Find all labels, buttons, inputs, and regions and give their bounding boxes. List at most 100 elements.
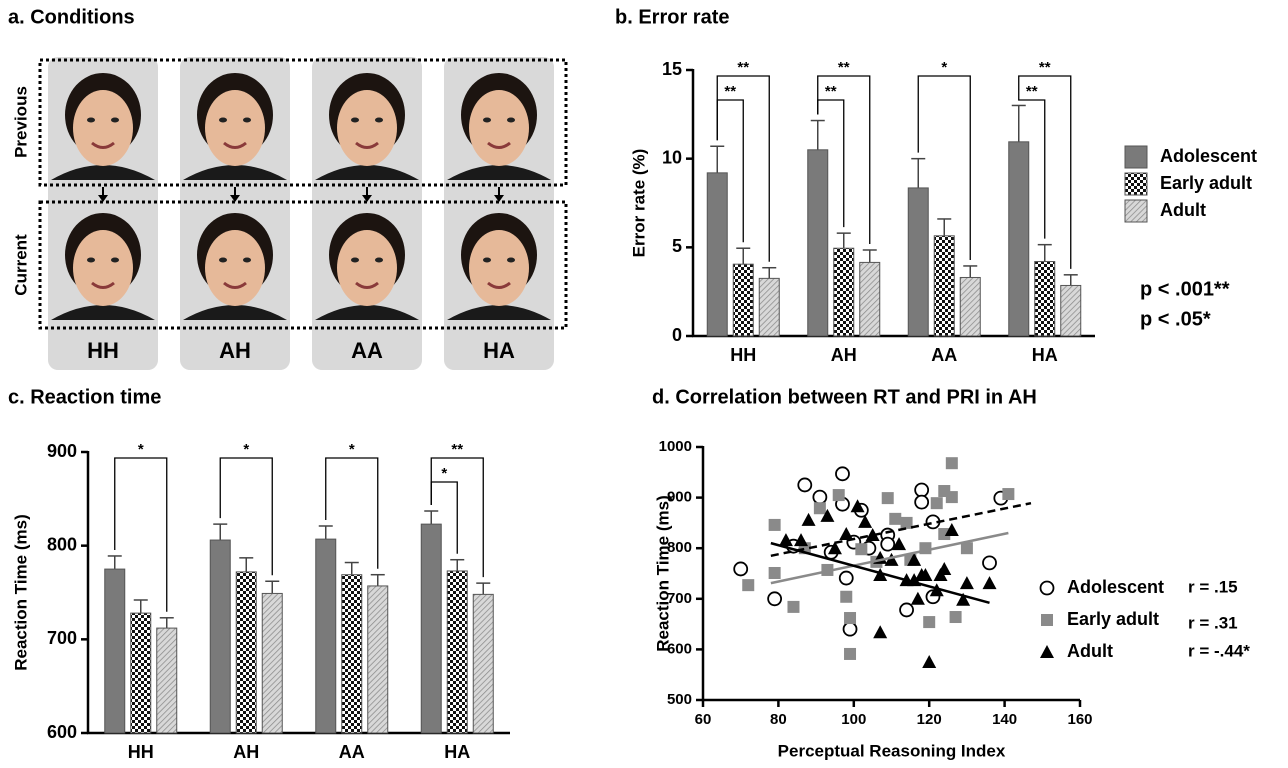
- significance-label: *: [243, 441, 249, 458]
- legend-label: Adult: [1067, 641, 1113, 661]
- point: [949, 611, 962, 624]
- mouth: [355, 141, 379, 149]
- arrow-head: [98, 195, 108, 202]
- point: [1002, 488, 1015, 501]
- legend-label: Adolescent: [1067, 577, 1164, 597]
- face: [205, 230, 265, 306]
- shoulders: [447, 165, 551, 180]
- significance-bracket: [817, 75, 871, 244]
- panel-title: a. Conditions: [8, 6, 135, 28]
- point: [889, 512, 902, 525]
- legend-swatch: [1124, 199, 1148, 223]
- point: [910, 591, 925, 605]
- point: [794, 533, 809, 547]
- condition-label: AA: [351, 338, 383, 363]
- bar: [420, 523, 442, 734]
- significance-bracket: [114, 457, 168, 612]
- point: [923, 616, 936, 629]
- arrow-head: [362, 195, 372, 202]
- significance-bracket: [325, 457, 379, 569]
- significance-label: *: [941, 59, 947, 76]
- legend-r-label: r = -.44*: [1188, 641, 1250, 660]
- point: [945, 457, 958, 470]
- bar: [472, 593, 494, 734]
- point: [838, 570, 854, 586]
- point: [839, 527, 854, 541]
- point: [881, 492, 894, 505]
- x-tick-label: 60: [695, 711, 712, 728]
- point: [982, 576, 997, 590]
- significance-label: *: [138, 441, 144, 458]
- point: [787, 600, 800, 613]
- eye: [375, 117, 383, 123]
- point: [778, 533, 793, 547]
- legend-label: Adult: [1160, 200, 1206, 220]
- y-tick-label: 5: [672, 236, 682, 256]
- y-tick-label: 900: [667, 489, 692, 506]
- significance-label: **: [451, 441, 463, 458]
- significance-bracket: [219, 457, 273, 576]
- point: [768, 566, 781, 579]
- significance-label: **: [724, 83, 736, 100]
- face: [469, 230, 529, 306]
- y-tick-label: 0: [672, 325, 682, 345]
- mouth: [223, 141, 247, 149]
- point: [768, 518, 781, 531]
- x-tick-label: HA: [444, 742, 470, 762]
- eye: [507, 117, 515, 123]
- y-tick-label: 800: [47, 534, 77, 554]
- eye: [507, 257, 515, 263]
- point: [918, 568, 933, 582]
- point: [827, 541, 842, 555]
- eye: [87, 257, 95, 263]
- bar: [341, 574, 363, 734]
- shoulders: [51, 165, 155, 180]
- x-tick-label: AA: [931, 345, 957, 365]
- y-axis-label: Reaction Time (ms): [11, 514, 30, 671]
- shoulders: [183, 305, 287, 320]
- significance-bracket: [430, 481, 458, 554]
- fit-line: [770, 541, 990, 605]
- face: [205, 90, 265, 166]
- x-tick-label: AA: [339, 742, 365, 762]
- x-tick-label: 80: [770, 711, 787, 728]
- point: [944, 522, 959, 536]
- bar: [130, 612, 152, 734]
- condition-label: HH: [87, 338, 119, 363]
- y-tick-label: 15: [662, 59, 682, 79]
- eye: [243, 117, 251, 123]
- chart-title: c. Reaction time: [8, 386, 161, 408]
- face: [73, 90, 133, 166]
- bar: [1034, 261, 1056, 337]
- point: [865, 528, 880, 542]
- y-tick-label: 600: [667, 640, 692, 657]
- significance-label: **: [1039, 59, 1051, 76]
- chart-title: b. Error rate: [615, 6, 729, 28]
- eye: [351, 117, 359, 123]
- point: [873, 568, 888, 582]
- mouth: [355, 281, 379, 289]
- annotation: p < .05*: [1140, 308, 1211, 330]
- mouth: [487, 281, 511, 289]
- point: [832, 489, 845, 502]
- point: [840, 590, 853, 603]
- point: [742, 579, 755, 592]
- point: [797, 477, 813, 493]
- y-tick-label: 10: [662, 147, 682, 167]
- point: [930, 497, 943, 510]
- point: [767, 591, 783, 607]
- eye: [219, 117, 227, 123]
- point: [937, 561, 952, 575]
- mouth: [223, 281, 247, 289]
- mouth: [91, 281, 115, 289]
- legend-swatch: [1124, 145, 1148, 169]
- y-tick-label: 700: [47, 628, 77, 648]
- point: [914, 482, 930, 498]
- point: [938, 528, 951, 541]
- legend-r-label: r = .15: [1188, 577, 1238, 596]
- point: [820, 508, 835, 522]
- point: [880, 536, 896, 552]
- x-tick-label: 100: [841, 711, 866, 728]
- face: [337, 230, 397, 306]
- eye: [483, 117, 491, 123]
